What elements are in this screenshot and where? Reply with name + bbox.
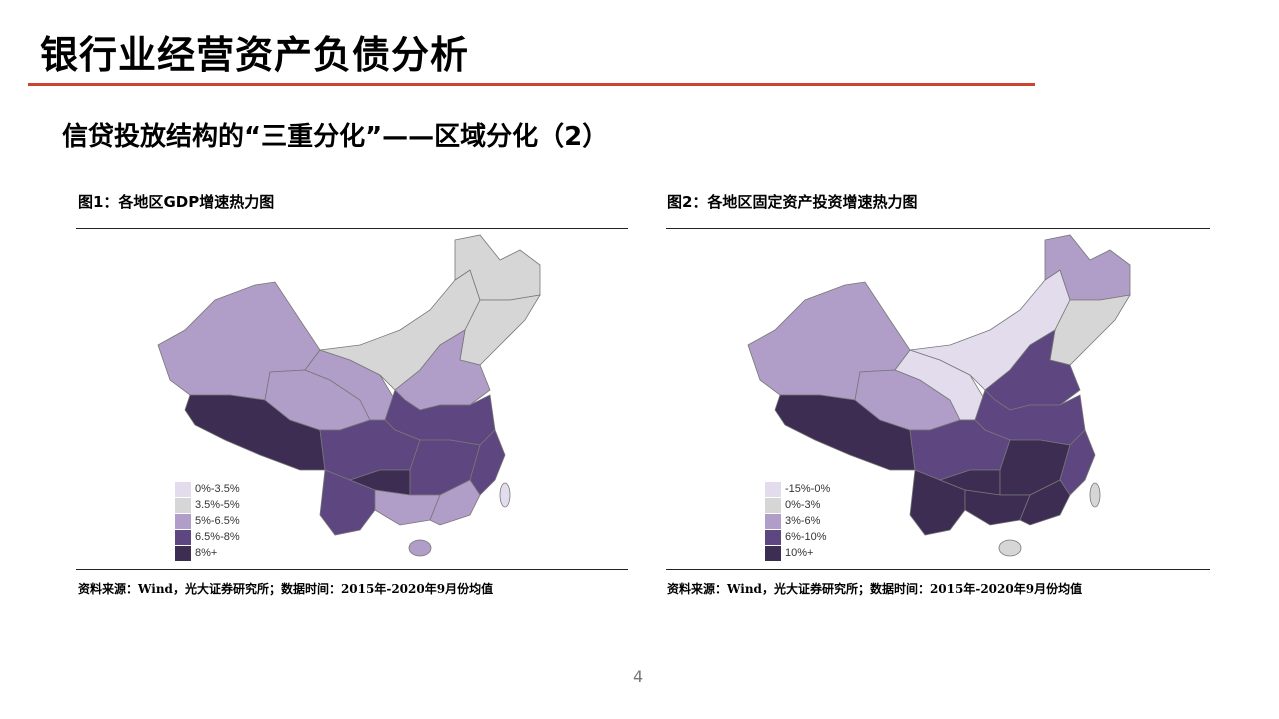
legend-label: 10%+ (785, 547, 814, 559)
legend-label: 6%-10% (785, 531, 827, 543)
legend-swatch (175, 545, 191, 561)
slide-title: 银行业经营资产负债分析 (40, 33, 470, 77)
figure-2-legend: -15%-0% 0%-3% 3%-6% 6%-10% 10%+ (765, 481, 830, 561)
legend-item: 6.5%-8% (175, 529, 240, 545)
legend-swatch (765, 497, 781, 513)
legend-swatch (765, 481, 781, 497)
legend-label: -15%-0% (785, 483, 831, 495)
figure-2-map (747, 234, 1131, 557)
figure-2-caption: 图2：各地区固定资产投资增速热力图 (667, 193, 918, 211)
legend-item: 3%-6% (765, 513, 830, 529)
figure-2-source: 资料来源：Wind，光大证券研究所；数据时间：2015年-2020年9月份均值 (667, 582, 1083, 596)
legend-label: 0%-3% (785, 499, 821, 511)
legend-label: 5%-6.5% (195, 515, 240, 527)
legend-item: 5%-6.5% (175, 513, 240, 529)
map-region-guangdong (1019, 479, 1071, 526)
figure-2-bottom-rule (666, 569, 1210, 570)
legend-swatch (175, 513, 191, 529)
legend-item: 6%-10% (765, 529, 830, 545)
legend-label: 3%-6% (785, 515, 821, 527)
figure-1-map (157, 234, 541, 557)
legend-item: 10%+ (765, 545, 830, 561)
legend-swatch (175, 529, 191, 545)
figure-1-caption: 图1：各地区GDP增速热力图 (78, 193, 275, 211)
legend-item: 0%-3% (765, 497, 830, 513)
legend-label: 6.5%-8% (195, 531, 240, 543)
figure-2-top-rule (666, 228, 1210, 229)
legend-item: 0%-3.5% (175, 481, 240, 497)
map-region-tibet (774, 394, 916, 471)
legend-swatch (175, 497, 191, 513)
legend-item: -15%-0% (765, 481, 830, 497)
legend-label: 0%-3.5% (195, 483, 240, 495)
figure-1-bottom-rule (76, 569, 628, 570)
legend-item: 3.5%-5% (175, 497, 240, 513)
figure-1-legend: 0%-3.5% 3.5%-5% 5%-6.5% 6.5%-8% 8%+ (175, 481, 240, 561)
map-region-tibet (184, 394, 326, 471)
legend-label: 3.5%-5% (195, 499, 240, 511)
map-region-taiwan (1089, 482, 1101, 508)
legend-item: 8%+ (175, 545, 240, 561)
figure-1-source: 资料来源：Wind，光大证券研究所；数据时间：2015年-2020年9月份均值 (78, 582, 494, 596)
slide-subtitle: 信贷投放结构的“三重分化”——区域分化（2） (62, 122, 609, 152)
legend-swatch (765, 513, 781, 529)
legend-label: 8%+ (195, 547, 218, 559)
page-number: 4 (633, 667, 644, 686)
legend-swatch (175, 481, 191, 497)
title-divider (28, 83, 1035, 86)
figure-1-top-rule (76, 228, 628, 229)
map-region-taiwan (499, 482, 511, 508)
map-region-hainan (408, 539, 432, 557)
legend-swatch (765, 529, 781, 545)
map-region-hainan (998, 539, 1022, 557)
legend-swatch (765, 545, 781, 561)
map-region-guangdong (429, 479, 481, 526)
